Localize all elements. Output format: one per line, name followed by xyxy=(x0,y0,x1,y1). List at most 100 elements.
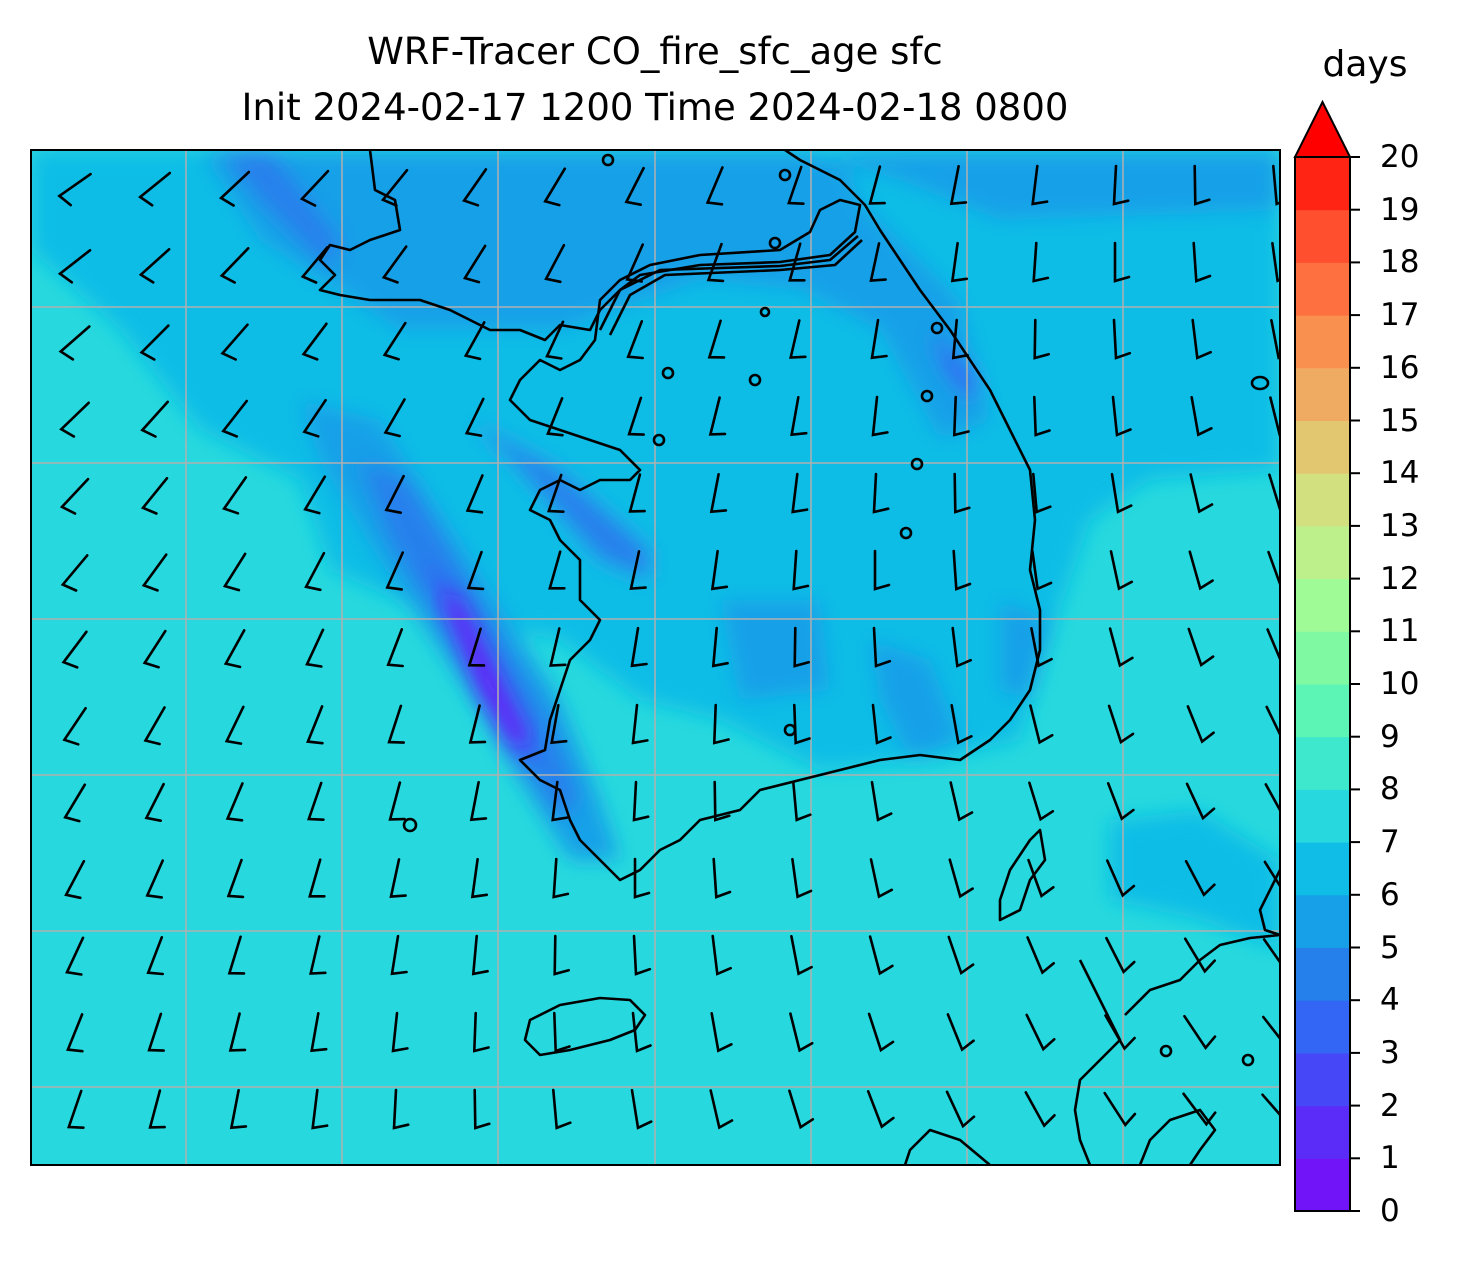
wind-barb xyxy=(950,704,973,745)
wind-barb xyxy=(1270,319,1280,360)
wind-barb xyxy=(1106,782,1135,821)
colorbar-tick-label: 11 xyxy=(1380,613,1420,650)
wind-barb xyxy=(713,780,731,822)
wind-barb xyxy=(1111,395,1132,437)
colorbar-tick-label: 20 xyxy=(1380,139,1420,175)
colorbar-unit-label: days xyxy=(1322,44,1408,85)
wind-barb xyxy=(382,321,407,361)
colorbar-swatch xyxy=(1295,684,1350,738)
wind-barb xyxy=(463,321,486,361)
colorbar-tick-label: 8 xyxy=(1380,771,1400,808)
wind-barb xyxy=(869,858,894,899)
wind-barb xyxy=(138,171,172,207)
field-region-4-5-north xyxy=(200,150,1280,440)
colorbar-swatch xyxy=(1295,894,1350,948)
wind-barb xyxy=(629,550,647,591)
wind-barb xyxy=(226,858,245,899)
wind-barb xyxy=(147,1012,165,1052)
colorbar-tick-label: 9 xyxy=(1380,718,1400,755)
wind-barb xyxy=(471,934,489,976)
wind-barb xyxy=(544,243,566,284)
wind-barb xyxy=(59,401,90,438)
wind-barb xyxy=(462,168,488,207)
wind-barb xyxy=(472,1011,490,1053)
wind-barb xyxy=(1032,241,1050,283)
wind-barb xyxy=(870,318,888,360)
wind-barb xyxy=(468,704,487,744)
wind-barb xyxy=(57,249,92,284)
wind-barb xyxy=(469,781,488,822)
wind-barb xyxy=(1112,164,1130,206)
wind-barb xyxy=(1186,705,1215,744)
colorbar-tick-label: 0 xyxy=(1380,1193,1400,1229)
wind-barb xyxy=(1107,704,1135,745)
wind-barb xyxy=(464,397,485,437)
wind-barb xyxy=(866,1090,895,1129)
coastlines xyxy=(318,150,1280,1165)
colorbar-tick-label: 17 xyxy=(1380,297,1420,334)
wind-barb xyxy=(630,626,648,668)
wind-barb xyxy=(953,472,971,514)
field-region-3-4-plume xyxy=(220,150,650,820)
wind-barb xyxy=(946,1013,975,1052)
wind-barb xyxy=(712,703,730,745)
wind-barb xyxy=(387,704,405,744)
wind-barb xyxy=(307,781,325,821)
wind-barb xyxy=(546,397,564,437)
wind-barb xyxy=(873,549,891,591)
wind-barb xyxy=(631,703,649,745)
colorbar-swatch xyxy=(1295,578,1350,632)
wind-barb xyxy=(553,1011,571,1053)
wind-barb xyxy=(551,780,569,822)
wind-barb xyxy=(305,628,325,668)
wind-barb xyxy=(308,858,326,898)
wind-barb xyxy=(1030,627,1053,668)
wind-barb xyxy=(705,166,724,206)
wind-barb xyxy=(301,322,328,361)
wind-barb xyxy=(1032,472,1052,514)
wind-barb xyxy=(543,167,567,207)
wind-barb xyxy=(140,476,169,515)
wind-barb xyxy=(552,857,570,899)
colorbar-tick-label: 12 xyxy=(1380,560,1420,597)
coastline-north-bay xyxy=(318,150,1042,882)
colorbar-swatch xyxy=(1295,262,1350,316)
wind-barb xyxy=(547,473,565,513)
colorbar-tick-label: 15 xyxy=(1380,402,1420,439)
wind-barb xyxy=(632,934,652,976)
wind-barb xyxy=(225,782,244,822)
wind-barb xyxy=(1110,472,1133,514)
wind-barb xyxy=(140,400,169,438)
wind-barb xyxy=(788,242,806,282)
wind-barb xyxy=(945,1090,976,1129)
wind-barb xyxy=(221,399,248,438)
colorbar-tick-label: 7 xyxy=(1380,824,1400,861)
wind-barb xyxy=(146,936,164,976)
wind-barb xyxy=(1106,859,1136,898)
wind-barb xyxy=(392,1088,410,1130)
wind-barb xyxy=(143,706,166,746)
wind-barb xyxy=(1193,164,1211,206)
wind-barb xyxy=(62,706,87,746)
wind-barb xyxy=(304,551,326,592)
wind-barb xyxy=(309,935,327,975)
chart-title-line-1: WRF-Tracer CO_fire_sfc_age sfc xyxy=(367,30,943,73)
wind-barb xyxy=(465,474,484,514)
field-region-4-5-east xyxy=(720,600,1050,760)
wind-barb xyxy=(550,704,568,745)
wind-barb xyxy=(706,242,725,283)
wind-barb xyxy=(61,630,88,669)
wind-barb xyxy=(1268,473,1280,514)
wind-barb xyxy=(218,170,251,207)
wind-barb xyxy=(148,1089,166,1129)
colorbar-tick-label: 18 xyxy=(1380,244,1420,281)
wind-barb xyxy=(952,549,972,591)
wind-barb xyxy=(549,627,567,667)
wind-barb xyxy=(1261,1093,1280,1117)
colorbar-swatch xyxy=(1295,209,1350,263)
colorbar-swatch xyxy=(1295,842,1350,896)
wind-barb xyxy=(868,935,894,976)
wind-barb xyxy=(141,553,168,592)
wind-barb xyxy=(710,549,729,591)
wind-barb xyxy=(949,165,968,206)
